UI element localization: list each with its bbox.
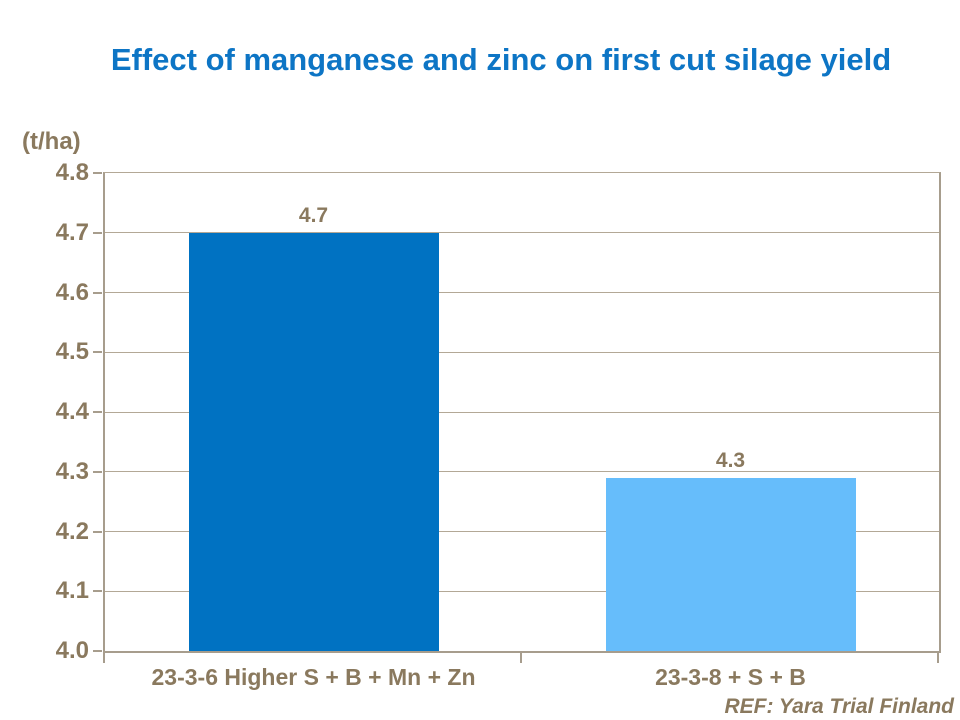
bar [188,232,439,651]
y-axis-tick [93,530,102,533]
y-tick-label: 4.8 [55,159,89,186]
y-axis-tick [93,590,102,593]
y-axis-tick [93,411,102,413]
y-tick-label: 4.0 [55,637,89,664]
y-axis-unit-label: (t/ha) [22,128,81,155]
bar [605,477,856,651]
y-axis-tick [93,172,102,174]
gridline [105,411,939,413]
gridline [105,292,939,293]
x-axis-tick [937,653,939,663]
y-tick-label: 4.4 [55,398,89,425]
category-label: 23-3-8 + S + B [655,664,806,690]
gridline [105,351,939,353]
y-tick-label: 4.6 [55,278,89,306]
gridline [105,531,939,532]
y-axis-tick [93,470,102,473]
plot-area: 4.7 4.3 [103,172,941,653]
gridline [105,232,939,234]
category-label: 23-3-6 Higher S + B + Mn + Zn [151,664,476,690]
y-tick-label: 4.7 [55,218,89,246]
gridline [105,590,939,592]
x-axis-tick [103,653,105,663]
y-axis-tick [93,650,102,652]
y-axis-tick [93,291,102,294]
plot-inner: 4.7 4.3 [105,173,939,651]
bar-value-label: 4.7 [298,203,329,227]
chart-title: Effect of manganese and zinc on first cu… [110,42,892,77]
y-tick-label: 4.2 [55,517,89,545]
y-tick-label: 4.1 [55,577,89,605]
y-axis-tick [93,231,102,234]
reference-note: REF: Yara Trial Finland [724,695,954,718]
y-tick-label: 4.5 [55,338,89,366]
bar-value-label: 4.3 [715,448,746,472]
y-axis-tick [93,351,102,354]
x-axis-tick [520,653,522,663]
y-tick-label: 4.3 [55,457,89,485]
gridline [105,471,939,473]
